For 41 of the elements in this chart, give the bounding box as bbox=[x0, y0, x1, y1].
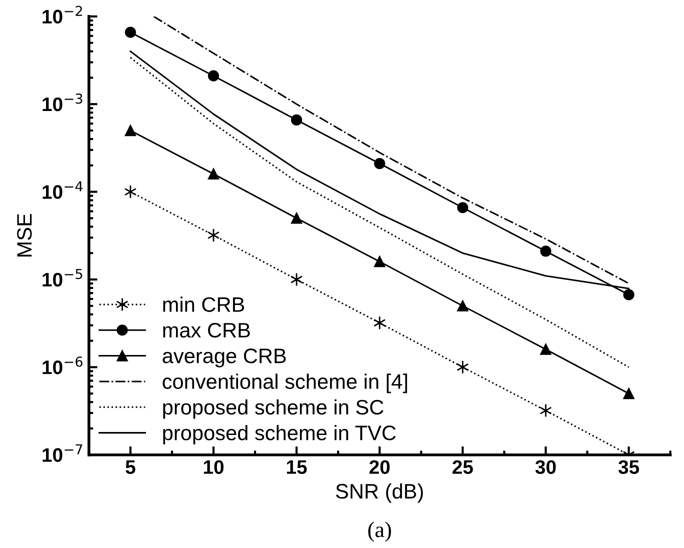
point bbox=[623, 289, 634, 300]
x-tick-label: 10 bbox=[204, 460, 224, 474]
point bbox=[124, 26, 136, 38]
text: (a) bbox=[368, 522, 391, 542]
y-axis-title: MSE bbox=[17, 214, 32, 257]
legend-label: min CRB bbox=[163, 296, 244, 312]
point bbox=[457, 202, 468, 214]
y-tick-label: 10$^{−7}$ bbox=[42, 444, 82, 462]
point bbox=[374, 316, 386, 330]
legend-label: proposed scheme in SC bbox=[163, 399, 384, 419]
x-tick-label: 25 bbox=[452, 460, 473, 474]
x-tick-label: 20 bbox=[369, 460, 390, 474]
point bbox=[124, 124, 136, 136]
y-tick-label: 10$^{−5}$ bbox=[42, 269, 82, 287]
point bbox=[540, 246, 552, 257]
legend-label: average CRB bbox=[162, 348, 286, 368]
y-tick-label: 10$^{−4}$ bbox=[42, 181, 83, 199]
y-tick-label: 10$^{−2}$ bbox=[42, 6, 82, 24]
point bbox=[456, 360, 469, 374]
point bbox=[623, 388, 634, 400]
legend-label: proposed scheme in TVC bbox=[163, 425, 396, 444]
point bbox=[540, 344, 552, 355]
x-tick-label: 30 bbox=[535, 460, 556, 474]
x-tick-label: 35 bbox=[618, 460, 640, 474]
x-axis-title: SNR (dB) bbox=[336, 483, 423, 503]
point bbox=[374, 256, 386, 268]
point bbox=[374, 158, 386, 170]
legend-label: conventional scheme in [4] bbox=[162, 374, 408, 394]
point bbox=[290, 272, 303, 286]
point bbox=[291, 114, 302, 126]
x-tick-label: 15 bbox=[286, 460, 307, 474]
line-series bbox=[130, 56, 630, 368]
legend-label: max CRB bbox=[163, 322, 250, 338]
point bbox=[457, 300, 468, 312]
y-tick-label: 10$^{−3}$ bbox=[42, 93, 82, 112]
point bbox=[540, 404, 552, 418]
point bbox=[208, 168, 220, 180]
point bbox=[291, 212, 302, 224]
x-tick-label: 5 bbox=[126, 460, 136, 474]
point bbox=[208, 70, 220, 82]
y-tick-label: 10$^{−6}$ bbox=[42, 356, 82, 374]
